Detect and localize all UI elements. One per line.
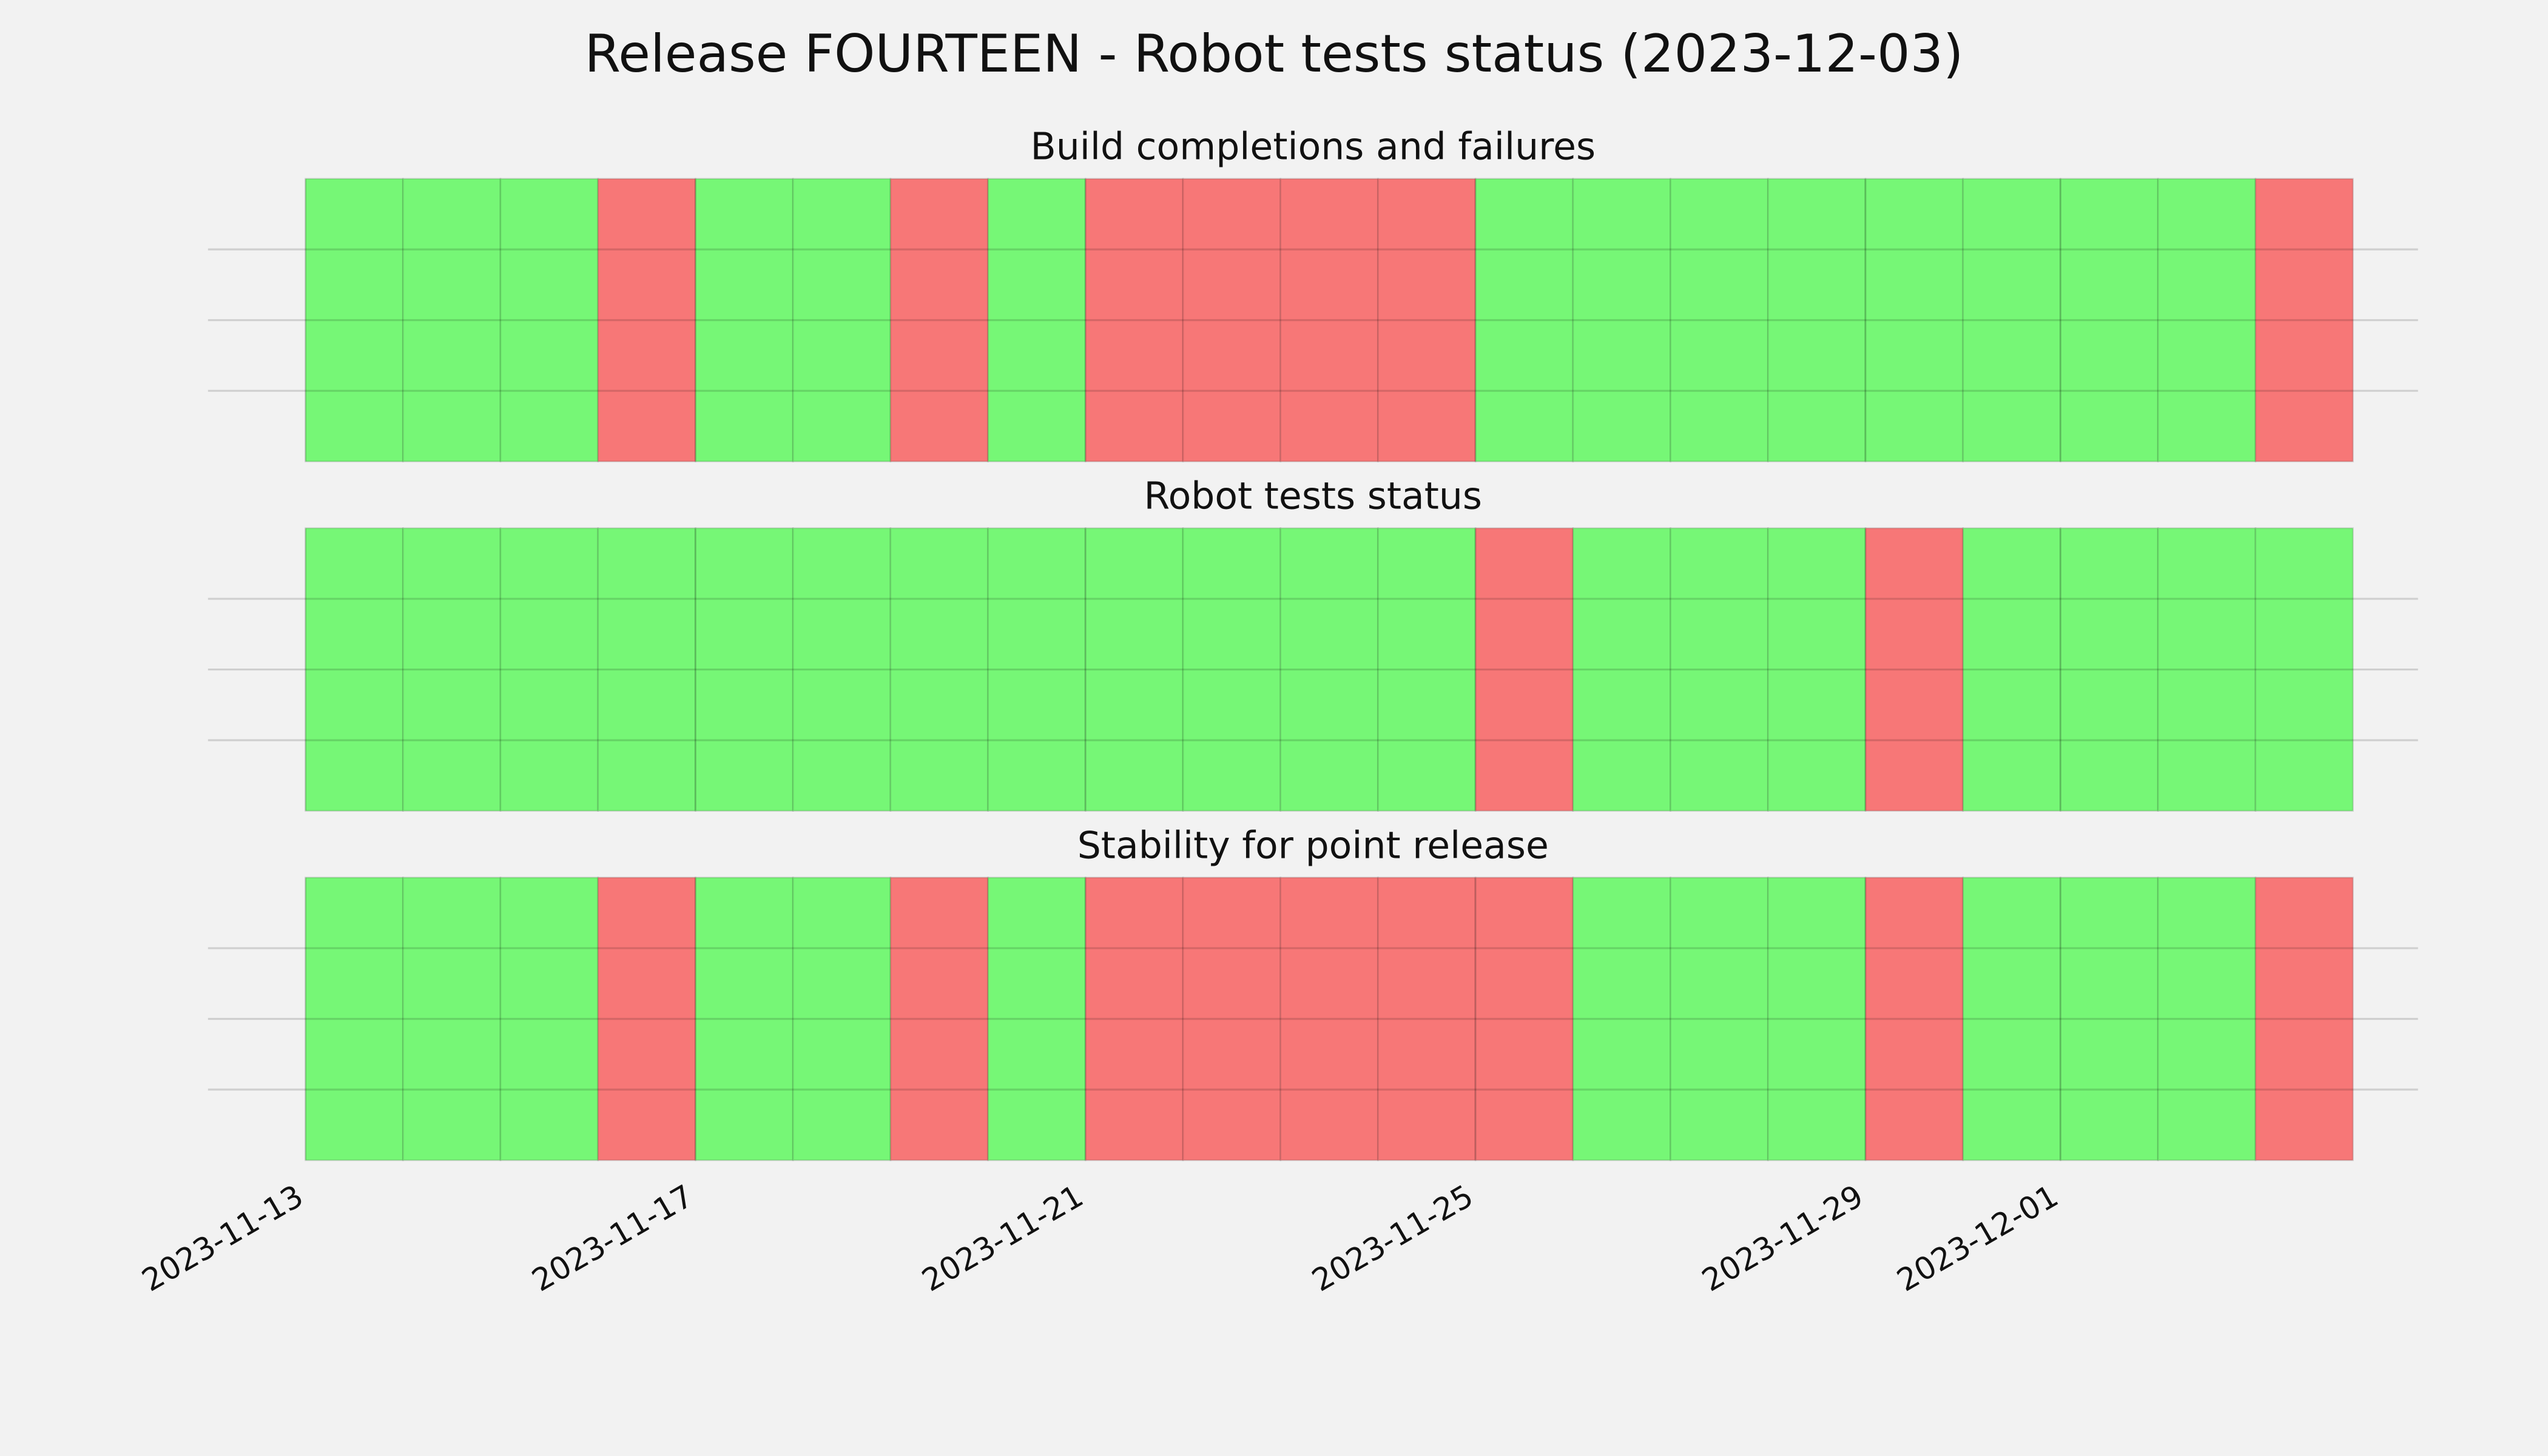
status-band xyxy=(695,527,794,812)
status-band xyxy=(1864,178,1964,463)
status-band xyxy=(2157,527,2257,812)
status-band xyxy=(402,178,502,463)
status-band xyxy=(987,178,1087,463)
status-band xyxy=(987,527,1087,812)
status-band xyxy=(1084,178,1184,463)
status-band xyxy=(1084,527,1184,812)
status-band xyxy=(1572,178,1671,463)
status-band xyxy=(2157,178,2257,463)
status-band xyxy=(305,178,404,463)
status-band xyxy=(402,527,502,812)
status-band xyxy=(1670,527,1769,812)
status-band xyxy=(499,527,599,812)
panel-title: Robot tests status xyxy=(1144,474,1482,517)
status-band xyxy=(1670,178,1769,463)
status-band xyxy=(1279,178,1379,463)
status-band xyxy=(1572,877,1671,1161)
status-band xyxy=(695,877,794,1161)
status-band xyxy=(792,877,892,1161)
status-band xyxy=(499,178,599,463)
status-band xyxy=(305,527,404,812)
status-band xyxy=(889,178,989,463)
status-band xyxy=(597,178,696,463)
status-band xyxy=(792,178,892,463)
status-band xyxy=(1864,527,1964,812)
status-band xyxy=(1182,527,1282,812)
status-band xyxy=(2060,527,2159,812)
chart-title: Release FOURTEEN - Robot tests status (2… xyxy=(585,24,1964,84)
status-band xyxy=(2254,877,2354,1161)
panel-title: Stability for point release xyxy=(1077,823,1549,867)
status-band xyxy=(1767,527,1867,812)
status-band xyxy=(1962,178,2061,463)
status-band xyxy=(2254,178,2354,463)
status-band xyxy=(2060,877,2159,1161)
status-band xyxy=(1767,178,1867,463)
status-band xyxy=(2060,178,2159,463)
status-band xyxy=(1864,877,1964,1161)
status-band xyxy=(1962,877,2061,1161)
status-band xyxy=(1182,178,1282,463)
status-band xyxy=(499,877,599,1161)
status-band xyxy=(1084,877,1184,1161)
status-band xyxy=(1474,877,1574,1161)
status-band xyxy=(1182,877,1282,1161)
panel-title: Build completions and failures xyxy=(1030,125,1596,169)
status-band xyxy=(1279,527,1379,812)
status-band xyxy=(1572,527,1671,812)
status-band xyxy=(1767,877,1867,1161)
status-band xyxy=(2254,527,2354,812)
status-band xyxy=(597,877,696,1161)
status-band xyxy=(695,178,794,463)
status-band xyxy=(1377,877,1477,1161)
status-band xyxy=(1962,527,2061,812)
status-band xyxy=(402,877,502,1161)
status-band xyxy=(1474,178,1574,463)
status-band xyxy=(1377,527,1477,812)
status-band xyxy=(792,527,892,812)
status-band xyxy=(1377,178,1477,463)
status-band xyxy=(987,877,1087,1161)
status-band xyxy=(305,877,404,1161)
